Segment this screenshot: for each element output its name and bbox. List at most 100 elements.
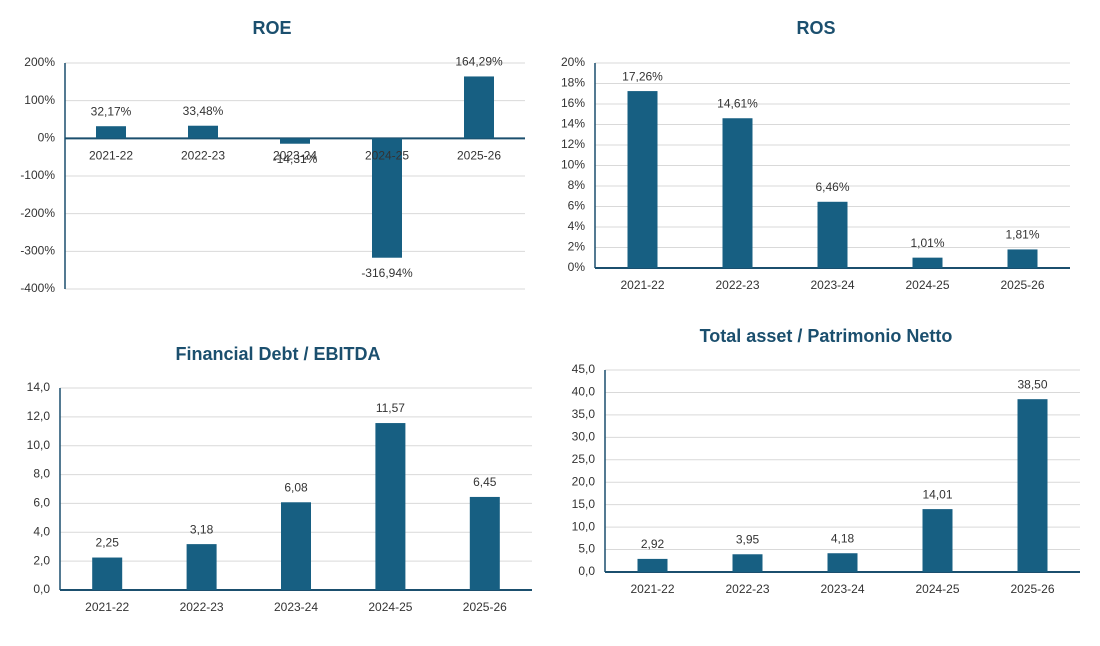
x-tick-label: 2025-26 (1000, 278, 1044, 292)
y-tick-label: 10,0 (572, 519, 596, 533)
y-tick-label: 200% (24, 55, 55, 69)
y-tick-label: 25,0 (572, 452, 596, 466)
y-tick-label: -200% (20, 206, 55, 220)
y-tick-label: 18% (561, 76, 585, 90)
bar (375, 423, 406, 590)
y-tick-label: 20,0 (572, 474, 596, 488)
x-tick-label: 2023-24 (274, 600, 318, 614)
y-tick-label: 6% (568, 199, 586, 213)
data-label: -316,94% (361, 266, 413, 280)
bar (280, 138, 310, 144)
y-tick-label: 35,0 (572, 407, 596, 421)
y-tick-label: 40,0 (572, 385, 596, 399)
bar (627, 91, 658, 269)
bar (1007, 249, 1038, 268)
data-label: 6,08 (284, 480, 308, 494)
bar (912, 257, 943, 268)
y-tick-label: -300% (20, 244, 55, 258)
y-tick-label: 4% (568, 219, 586, 233)
chart-title: Total asset / Patrimonio Netto (700, 326, 953, 346)
data-label: 14,61% (717, 96, 758, 110)
chart-title: ROS (796, 18, 835, 38)
data-label: 164,29% (455, 55, 503, 69)
y-tick-label: -100% (20, 168, 55, 182)
data-label: 1,81% (1005, 228, 1039, 242)
x-tick-label: 2024-25 (368, 600, 412, 614)
bar (817, 201, 848, 268)
x-tick-label: 2023-24 (273, 149, 317, 163)
y-tick-label: 12,0 (27, 409, 51, 423)
y-tick-label: 8% (568, 178, 586, 192)
bar (827, 553, 858, 572)
y-tick-label: 45,0 (572, 362, 596, 376)
y-tick-label: 30,0 (572, 430, 596, 444)
bar (96, 126, 126, 139)
x-tick-label: 2024-25 (905, 278, 949, 292)
x-tick-label: 2021-22 (630, 582, 674, 596)
x-tick-label: 2022-23 (715, 278, 759, 292)
x-tick-label: 2024-25 (365, 149, 409, 163)
x-tick-label: 2023-24 (810, 278, 854, 292)
x-tick-label: 2024-25 (915, 582, 959, 596)
y-tick-label: 0,0 (33, 582, 50, 596)
data-label: 2,92 (641, 537, 665, 551)
y-tick-label: 20% (561, 55, 585, 69)
y-tick-label: 12% (561, 137, 585, 151)
data-label: 17,26% (622, 69, 663, 83)
y-tick-label: 8,0 (33, 467, 50, 481)
y-tick-label: -400% (20, 281, 55, 295)
chart-title: ROE (252, 18, 291, 38)
y-tick-label: 0% (38, 131, 56, 145)
y-tick-label: 2,0 (33, 553, 50, 567)
data-label: 2,25 (96, 536, 120, 550)
x-tick-label: 2022-23 (180, 600, 224, 614)
bar (469, 496, 500, 590)
y-tick-label: 2% (568, 240, 586, 254)
x-tick-label: 2023-24 (820, 582, 864, 596)
y-tick-label: 4,0 (33, 524, 50, 538)
data-label: 32,17% (91, 104, 132, 118)
bar (732, 554, 763, 572)
y-tick-label: 0% (568, 260, 586, 274)
bar (186, 544, 217, 590)
data-label: 11,57 (376, 401, 405, 415)
data-label: 4,18 (831, 531, 855, 545)
x-tick-label: 2025-26 (463, 600, 507, 614)
bar (188, 125, 218, 139)
y-tick-label: 16% (561, 96, 585, 110)
data-label: 38,50 (1017, 377, 1047, 391)
bar (637, 558, 668, 572)
data-label: 33,48% (183, 104, 224, 118)
x-tick-label: 2025-26 (457, 149, 501, 163)
bar (1017, 399, 1048, 572)
y-tick-label: 10,0 (27, 438, 51, 452)
y-tick-label: 14% (561, 117, 585, 131)
data-label: 6,45 (473, 475, 497, 489)
x-tick-label: 2021-22 (85, 600, 129, 614)
chart-title: Financial Debt / EBITDA (175, 344, 380, 364)
data-label: 1,01% (910, 236, 944, 250)
bar (464, 76, 494, 139)
data-label: 6,46% (815, 180, 849, 194)
y-tick-label: 6,0 (33, 496, 50, 510)
x-tick-label: 2021-22 (89, 149, 133, 163)
y-tick-label: 10% (561, 158, 585, 172)
y-tick-label: 15,0 (572, 497, 596, 511)
bar (92, 557, 123, 590)
data-label: 3,18 (190, 522, 214, 536)
y-tick-label: 14,0 (27, 380, 51, 394)
x-tick-label: 2022-23 (181, 149, 225, 163)
bar (281, 502, 311, 590)
bar (372, 138, 402, 258)
y-tick-label: 0,0 (578, 564, 595, 578)
x-tick-label: 2021-22 (620, 278, 664, 292)
y-tick-label: 100% (24, 93, 55, 107)
data-label: -14,31% (273, 152, 318, 166)
x-tick-label: 2025-26 (1010, 582, 1054, 596)
bar (922, 509, 953, 572)
y-tick-label: 5,0 (578, 542, 595, 556)
data-label: 14,01 (922, 487, 952, 501)
bar (722, 118, 753, 268)
x-tick-label: 2022-23 (725, 582, 769, 596)
